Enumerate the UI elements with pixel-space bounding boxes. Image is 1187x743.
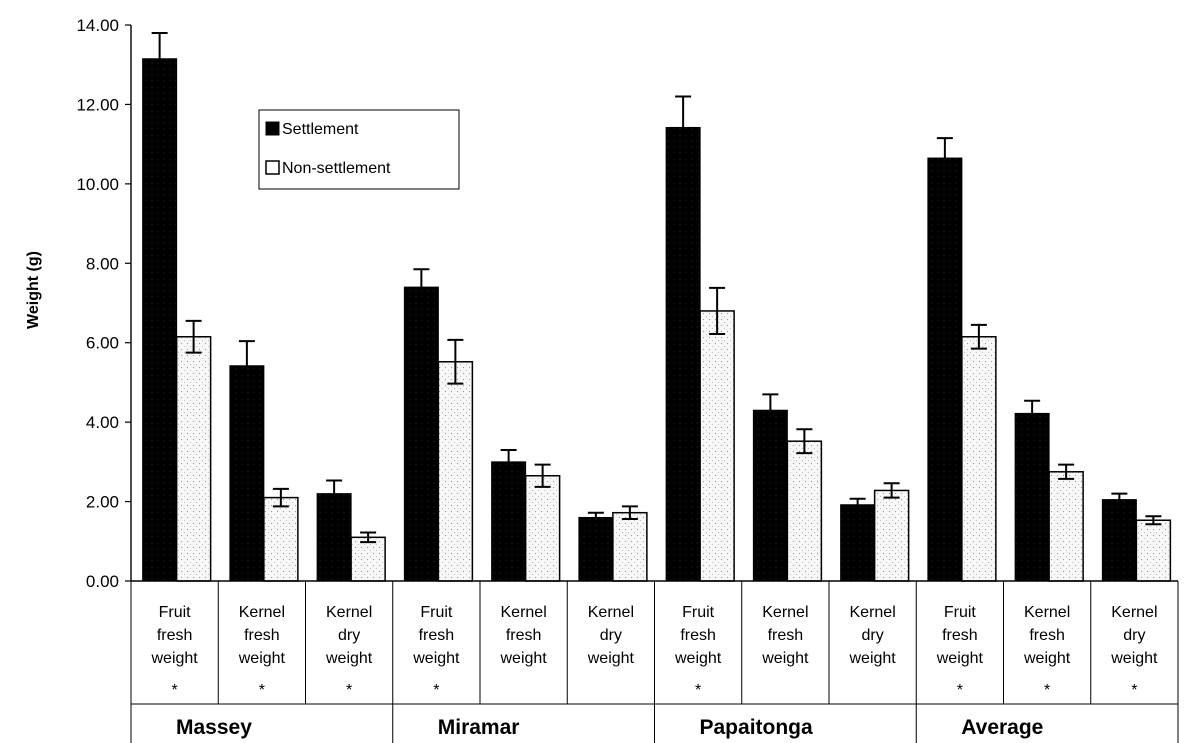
bar-settlement: [491, 461, 527, 582]
category-label: Fruit: [159, 604, 192, 621]
y-tick-label: 10.00: [76, 175, 119, 194]
bar-settlement: [665, 126, 701, 582]
bar-non-settlement: [175, 336, 212, 582]
category-label: fresh: [680, 627, 716, 644]
category-label: dry: [600, 627, 622, 644]
legend-swatch-settlement: [265, 121, 280, 136]
category-label: weight: [500, 650, 548, 667]
legend-label-settlement: Settlement: [282, 121, 359, 138]
bar-non-settlement: [961, 336, 997, 582]
bar-settlement: [927, 157, 963, 582]
bar-non-settlement: [263, 496, 299, 582]
y-tick-label: 12.00: [76, 95, 119, 114]
category-label: weight: [1023, 650, 1071, 667]
significance-mark: *: [346, 682, 352, 699]
category-label: weight: [238, 650, 286, 667]
category-label: fresh: [157, 627, 193, 644]
category-label: weight: [936, 650, 984, 667]
category-label: fresh: [768, 627, 804, 644]
bar-non-settlement: [350, 536, 386, 582]
category-label: fresh: [506, 627, 542, 644]
error-bars: [151, 31, 1162, 544]
bar-settlement: [403, 286, 439, 582]
category-label: dry: [338, 627, 360, 644]
category-label: weight: [849, 650, 897, 667]
significance-mark: *: [259, 682, 265, 699]
legend-label-non-settlement: Non-settlement: [282, 160, 391, 177]
significance-mark: *: [433, 682, 439, 699]
bar-settlement: [316, 493, 352, 582]
bar-non-settlement: [1135, 519, 1172, 582]
category-label: fresh: [1029, 627, 1065, 644]
y-tick-label: 4.00: [86, 413, 119, 432]
category-label: Kernel: [501, 604, 547, 621]
category-label: fresh: [942, 627, 978, 644]
significance-mark: *: [1131, 682, 1137, 699]
category-label: Kernel: [1111, 604, 1157, 621]
legend-box: [258, 109, 460, 190]
category-label: Kernel: [850, 604, 896, 621]
bar-settlement: [752, 409, 788, 582]
category-label: Kernel: [1024, 604, 1070, 621]
bar-settlement: [578, 516, 614, 582]
bar-non-settlement: [612, 511, 648, 582]
category-label: Kernel: [762, 604, 808, 621]
y-tick-label: 6.00: [86, 334, 119, 353]
bar-settlement: [840, 504, 876, 582]
bar-non-settlement: [786, 440, 823, 582]
significance-mark: *: [957, 682, 963, 699]
category-label: Fruit: [682, 604, 715, 621]
y-tick-label: 8.00: [86, 254, 119, 273]
category-label: weight: [674, 650, 722, 667]
bar-non-settlement: [1048, 471, 1084, 582]
y-axis-ticks: 0.00 2.00 4.00 6.00 8.00 10.00 12.00 14.00: [76, 16, 131, 591]
bar-settlement: [1101, 499, 1137, 582]
category-label: weight: [325, 650, 373, 667]
bar-settlement: [229, 365, 265, 582]
bar-non-settlement: [699, 310, 735, 582]
category-label: Kernel: [239, 604, 285, 621]
category-label: fresh: [244, 627, 280, 644]
category-label: dry: [862, 627, 884, 644]
y-axis-title: Weight (g): [25, 251, 42, 329]
category-label: weight: [1110, 650, 1158, 667]
bar-non-settlement: [524, 475, 561, 582]
group-label: Papaitonga: [700, 716, 814, 739]
significance-mark: *: [172, 682, 178, 699]
y-tick-label: 14.00: [76, 16, 119, 35]
category-label: weight: [151, 650, 199, 667]
group-label: Miramar: [438, 716, 520, 739]
category-label: fresh: [419, 627, 455, 644]
category-label: Kernel: [588, 604, 634, 621]
significance-mark: *: [695, 682, 701, 699]
bar-settlement: [1014, 412, 1050, 582]
bar-settlement: [142, 58, 178, 582]
category-label: weight: [587, 650, 635, 667]
y-tick-label: 2.00: [86, 493, 119, 512]
legend: Settlement Non-settlement: [258, 109, 460, 190]
bars: [142, 58, 1172, 582]
category-label: weight: [761, 650, 809, 667]
category-label: Fruit: [420, 604, 453, 621]
significance-mark: *: [1044, 682, 1050, 699]
y-tick-label: 0.00: [86, 572, 119, 591]
category-table: Fruit fresh weight * Kernel fresh weight * Kerne…: [130, 581, 1179, 743]
category-label: Fruit: [944, 604, 977, 621]
category-label: weight: [412, 650, 460, 667]
group-label: Massey: [176, 716, 252, 739]
bar-non-settlement: [437, 361, 474, 582]
category-label: dry: [1123, 627, 1145, 644]
bar-non-settlement: [873, 489, 910, 582]
category-label: Kernel: [326, 604, 372, 621]
legend-swatch-non-settlement: [265, 160, 280, 175]
group-label: Average: [961, 716, 1043, 739]
